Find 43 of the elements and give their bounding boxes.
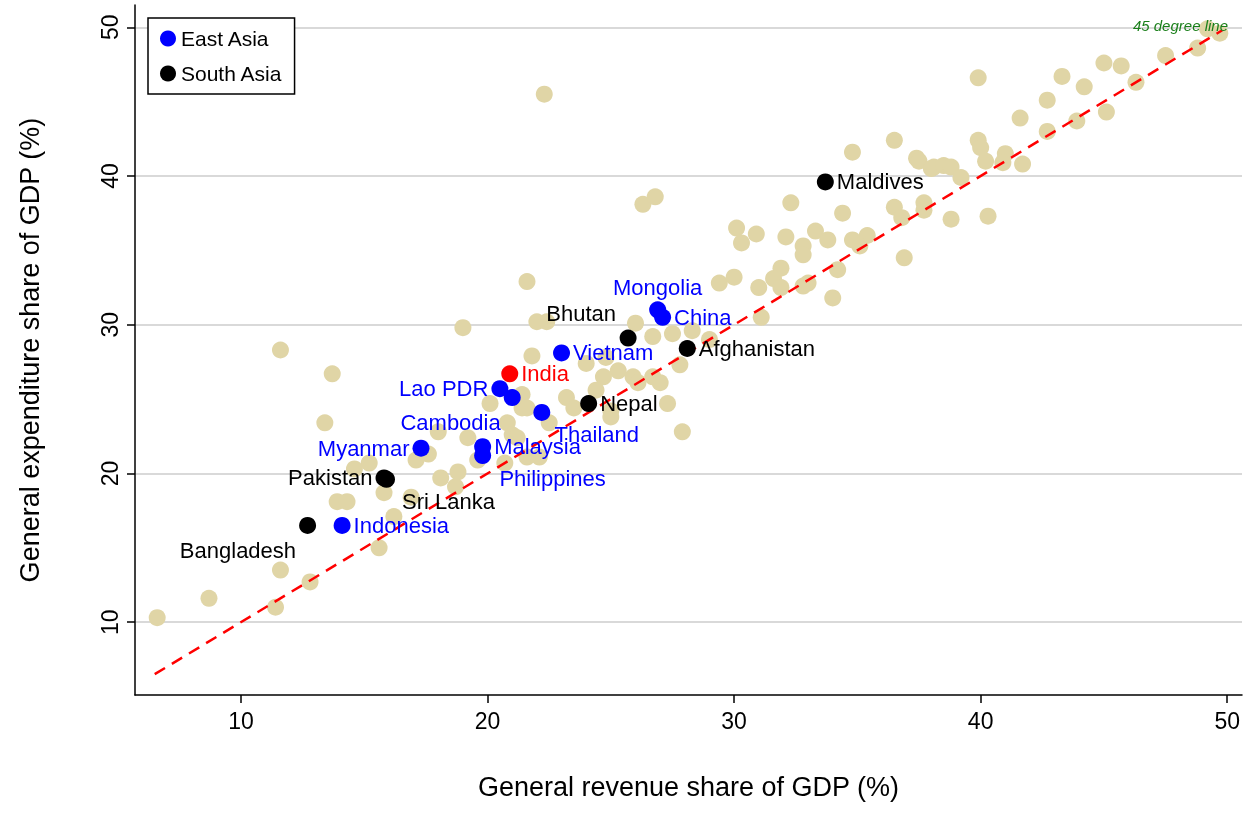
data-label: Bangladesh — [179, 537, 297, 563]
legend-label: East Asia — [181, 27, 269, 50]
point — [678, 340, 696, 358]
x-axis-title: General revenue share of GDP (%) — [477, 771, 900, 802]
data-label: Afghanistan — [698, 336, 815, 362]
data-label: Maldives — [836, 169, 924, 195]
point — [553, 344, 571, 362]
point — [654, 308, 672, 326]
point — [503, 389, 521, 407]
point — [533, 403, 551, 421]
data-label: Lao PDR — [399, 376, 489, 402]
point — [501, 365, 519, 383]
y-tick-label: 20 — [96, 460, 123, 487]
y-tick-label: 10 — [96, 609, 123, 635]
data-label: Pakistan — [288, 465, 373, 491]
data-label: Indonesia — [353, 512, 450, 538]
point — [299, 516, 317, 534]
point — [333, 516, 351, 534]
y-tick-label: 40 — [96, 163, 123, 189]
data-label: Mongolia — [613, 274, 704, 300]
data-label: Sri Lanka — [402, 489, 496, 515]
y-tick-label: 50 — [96, 14, 123, 41]
data-label: Bhutan — [546, 301, 616, 327]
y-tick-label: 30 — [96, 311, 123, 338]
data-label: Myanmar — [317, 435, 410, 461]
data-label: Vietnam — [573, 340, 654, 366]
y-axis-title: General expenditure share of GDP (%) — [14, 117, 45, 583]
point — [816, 173, 834, 191]
annotation: 45 degree line — [1132, 17, 1228, 34]
data-label: Cambodia — [400, 410, 502, 436]
x-tick-label: 30 — [721, 707, 747, 734]
x-tick-label: 40 — [967, 707, 994, 734]
data-label: China — [674, 304, 733, 330]
x-tick-label: 50 — [1214, 707, 1240, 734]
point — [580, 395, 598, 413]
data-label: Philippines — [499, 465, 606, 491]
point — [412, 439, 430, 457]
x-tick-label: 10 — [228, 707, 254, 734]
data-label: India — [521, 361, 570, 387]
point — [491, 380, 509, 398]
data-label: Nepal — [600, 391, 658, 417]
x-tick-label: 20 — [474, 707, 501, 734]
legend-label: South Asia — [181, 62, 282, 85]
